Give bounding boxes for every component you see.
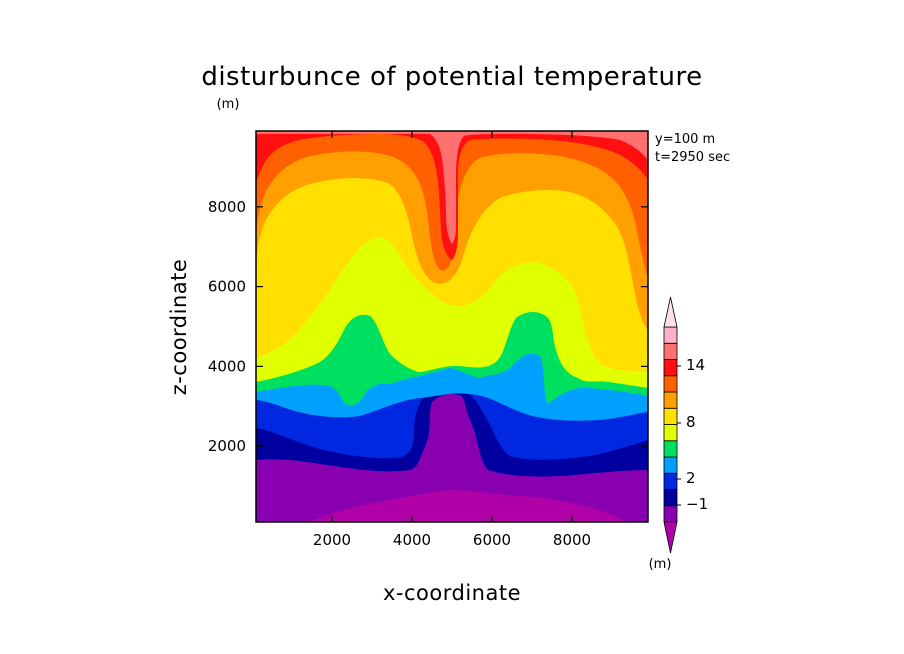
colorbar-unit: (m) <box>649 557 672 572</box>
plot-frame <box>255 130 649 523</box>
colorbar-segment <box>663 472 678 490</box>
colorbar-segment <box>663 456 678 474</box>
colorbar-segment <box>663 440 678 458</box>
y-tick-label: 8000 <box>208 198 246 216</box>
level-salmon <box>256 131 648 244</box>
colorbar-min-cap <box>663 521 678 554</box>
colorbar-segment <box>663 342 678 360</box>
colorbar-label-8: 8 <box>686 413 696 431</box>
title-unit: (m) <box>217 97 240 112</box>
colorbar-segment <box>663 326 678 344</box>
colorbar-label-2: 2 <box>686 469 696 487</box>
colorbar-segment <box>663 359 678 377</box>
colorbar-segment <box>663 391 678 409</box>
colorbar-segment <box>663 375 678 393</box>
y-tick-label: 6000 <box>208 278 246 296</box>
x-tick-label: 2000 <box>313 531 351 549</box>
annotation-y: y=100 m <box>655 132 715 147</box>
chart-title: disturbunce of potential temperature <box>201 62 702 92</box>
y-ticks: 2000 4000 6000 8000 <box>208 198 648 455</box>
x-tick-label: 6000 <box>473 531 511 549</box>
colorbar-label-14: 14 <box>686 356 705 374</box>
colorbar-max-cap <box>663 296 678 328</box>
contour-field <box>256 131 648 522</box>
y-axis-label: z-coordinate <box>167 259 191 396</box>
y-tick-label: 4000 <box>208 357 246 375</box>
x-axis-label: x-coordinate <box>383 581 521 605</box>
y-tick-label: 2000 <box>208 437 246 455</box>
annotation-t: t=2950 sec <box>655 150 730 165</box>
colorbar-segment <box>663 505 678 523</box>
x-tick-label: 4000 <box>393 531 431 549</box>
colorbar <box>663 296 681 554</box>
x-tick-label: 8000 <box>553 531 591 549</box>
colorbar-segment <box>663 424 678 442</box>
colorbar-segment <box>663 407 678 425</box>
colorbar-segment <box>663 489 678 507</box>
x-ticks: 2000 4000 6000 8000 <box>313 131 591 549</box>
colorbar-label-minus1: −1 <box>686 495 708 513</box>
